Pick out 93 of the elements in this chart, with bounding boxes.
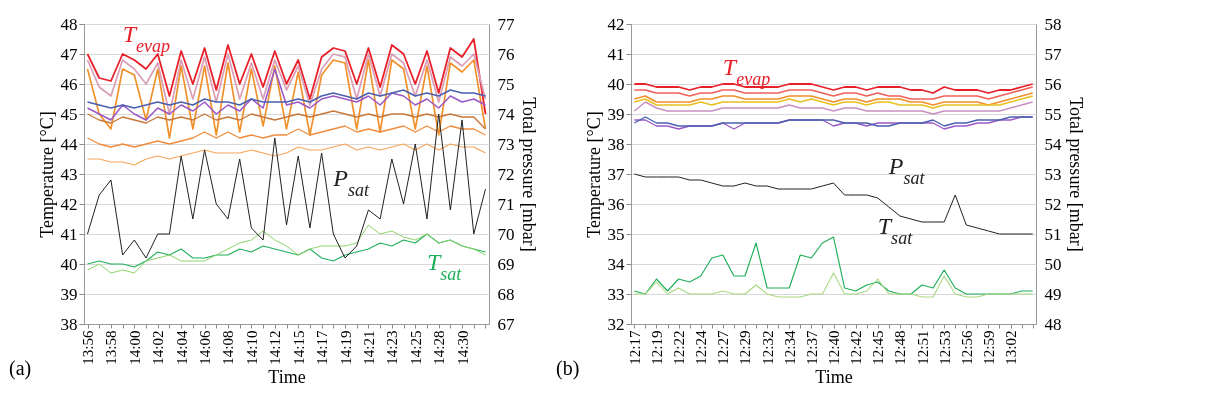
y-tick-label: 48 <box>60 14 78 34</box>
x-tick-label: 14:06 <box>197 330 214 365</box>
x-tick-label: 14:08 <box>220 330 237 365</box>
y2-tick-label: 52 <box>1044 194 1062 214</box>
x-tick-label: 14:19 <box>337 330 354 365</box>
x-tick-label: 14:02 <box>150 330 167 365</box>
x-tick-label: 12:29 <box>737 330 754 365</box>
x-tick-label: 12:27 <box>715 330 732 365</box>
y-tick-label: 47 <box>60 44 78 64</box>
x-tick-label: 12:51 <box>914 330 931 365</box>
y-tick-label: 34 <box>607 254 625 274</box>
y-tick-label: 40 <box>607 74 625 94</box>
y-tick-label: 44 <box>60 134 78 154</box>
x-tick-label: 14:12 <box>267 330 284 365</box>
y2-tick-label: 68 <box>497 284 515 304</box>
x-tick-label: 12:37 <box>803 330 820 365</box>
y-tick-label: 46 <box>60 74 78 94</box>
y-tick-label: 45 <box>60 104 78 124</box>
x-tick-label: 12:40 <box>826 330 842 365</box>
y-tick-label: 38 <box>60 314 78 334</box>
annotation: P$_{sat}$ <box>332 165 370 200</box>
x-tick-label: 14:15 <box>290 330 307 365</box>
x-tick-label: 12:32 <box>759 330 776 365</box>
y2-tick-label: 50 <box>1044 254 1062 274</box>
y-tick-label: 38 <box>607 134 625 154</box>
y-axis-title: Temperature [°C] <box>36 111 57 238</box>
x-tick-label: 12:34 <box>781 330 798 365</box>
y2-tick-label: 77 <box>497 14 515 34</box>
y2-tick-label: 69 <box>497 254 515 274</box>
x-tick-label: 13:02 <box>1003 330 1020 365</box>
x-tick-label: 14:17 <box>314 330 331 365</box>
y2-tick-label: 49 <box>1044 284 1062 304</box>
x-tick-label: 12:45 <box>870 330 887 365</box>
x-tick-label: 12:59 <box>980 330 997 365</box>
x-axis-title: Time <box>268 366 306 387</box>
y2-tick-label: 53 <box>1044 164 1062 184</box>
y2-tick-label: 57 <box>1044 44 1062 64</box>
annotation: T$_{evap}$ <box>122 21 170 56</box>
y2-axis-title: Total pressure [mbar] <box>1065 97 1086 252</box>
x-tick-label: 13:58 <box>103 330 120 365</box>
x-tick-label: 14:10 <box>243 330 260 365</box>
x-tick-label: 12:22 <box>671 330 688 365</box>
x-tick-label: 12:19 <box>648 330 665 365</box>
y2-tick-label: 48 <box>1044 314 1062 334</box>
x-axis-title: Time <box>815 366 853 387</box>
x-tick-label: 12:56 <box>958 330 975 365</box>
y-tick-label: 37 <box>607 164 625 184</box>
y-tick-label: 39 <box>607 104 625 124</box>
y-tick-label: 41 <box>607 44 625 64</box>
x-tick-label: 14:04 <box>173 330 190 365</box>
y-tick-label: 39 <box>60 284 78 304</box>
y2-tick-label: 73 <box>497 134 515 154</box>
x-tick-label: 12:53 <box>936 330 953 365</box>
x-tick-label: 13:56 <box>80 330 97 365</box>
x-tick-label: 14:00 <box>126 330 143 365</box>
x-tick-label: 14:28 <box>431 330 448 365</box>
y2-tick-label: 51 <box>1044 224 1062 244</box>
y2-tick-label: 55 <box>1044 104 1062 124</box>
y2-tick-label: 54 <box>1044 134 1062 154</box>
y2-tick-label: 74 <box>497 104 515 124</box>
text: (a) <box>9 357 32 380</box>
y2-tick-label: 56 <box>1044 74 1062 94</box>
y-axis-title: Temperature [°C] <box>583 111 604 238</box>
annotation: P$_{sat}$ <box>887 153 926 188</box>
x-tick-label: 12:17 <box>626 330 643 365</box>
text: (b) <box>556 357 580 380</box>
x-tick-label: 14:23 <box>384 330 401 365</box>
x-tick-label: 14:25 <box>407 330 424 365</box>
y2-tick-label: 71 <box>497 194 515 214</box>
y2-tick-label: 72 <box>497 164 515 184</box>
x-tick-label: 14:21 <box>360 330 377 365</box>
x-tick-label: 12:24 <box>693 330 710 365</box>
x-tick-label: 14:30 <box>454 330 471 365</box>
x-tick-label: 12:42 <box>848 330 865 365</box>
y-tick-label: 42 <box>60 194 78 214</box>
y2-tick-label: 67 <box>497 314 515 334</box>
y-tick-label: 33 <box>607 284 625 304</box>
annotation: T$_{sat}$ <box>877 213 914 248</box>
y2-axis-title: Total pressure [mbar] <box>518 97 539 252</box>
y-tick-label: 40 <box>60 254 78 274</box>
y-tick-label: 41 <box>60 224 78 244</box>
x-tick-label: 12:48 <box>892 330 909 365</box>
annotation: T$_{sat}$ <box>426 249 463 284</box>
y-tick-label: 32 <box>607 314 625 334</box>
y2-tick-label: 75 <box>497 74 515 94</box>
y-tick-label: 42 <box>607 14 625 34</box>
annotation: T$_{evap}$ <box>722 54 771 89</box>
y-tick-label: 36 <box>607 194 625 214</box>
y2-tick-label: 58 <box>1044 14 1062 34</box>
y-tick-label: 43 <box>60 164 78 184</box>
y-tick-label: 35 <box>607 224 625 244</box>
y2-tick-label: 70 <box>497 224 515 244</box>
y2-tick-label: 76 <box>497 44 515 64</box>
